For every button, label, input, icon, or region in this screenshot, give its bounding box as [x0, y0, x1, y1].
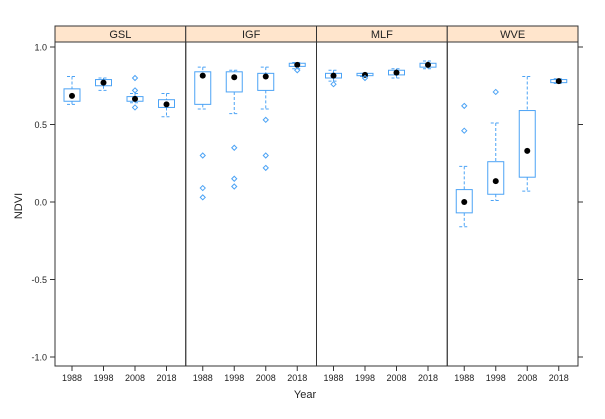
x-tick-label: 1988 — [454, 373, 474, 383]
panel-wve — [446, 41, 579, 367]
box — [63, 88, 81, 102]
outlier-point — [492, 88, 499, 96]
x-tick-label: 1988 — [62, 373, 82, 383]
outlier-point — [131, 104, 139, 111]
outlier-point — [131, 74, 139, 82]
median-dot — [100, 79, 107, 86]
x-tick-label: 1998 — [486, 373, 506, 383]
outlier-point — [294, 67, 301, 74]
x-tick-label: 1988 — [323, 373, 343, 383]
outlier-point — [361, 74, 369, 82]
x-tick-label: 2018 — [156, 373, 176, 383]
outlier-point — [231, 144, 238, 151]
outlier-point — [199, 194, 206, 201]
median-dot — [330, 72, 337, 79]
strip-label: WVE — [500, 29, 525, 41]
median-dot — [262, 73, 269, 80]
median-dot — [492, 178, 499, 185]
x-tick-label: 1988 — [193, 373, 213, 383]
outlier-point — [262, 116, 269, 124]
box — [194, 71, 212, 105]
x-tick-label: 2018 — [287, 373, 307, 383]
outlier-point — [461, 102, 468, 110]
y-tick-label: -0.5 — [31, 275, 47, 285]
x-tick-label: 2008 — [256, 373, 276, 383]
median-dot — [393, 69, 400, 76]
x-tick-label: 2018 — [549, 373, 569, 383]
x-tick-label: 1998 — [355, 373, 375, 383]
box — [158, 99, 175, 108]
outlier-point — [231, 175, 238, 182]
y-tick-label: 1.0 — [34, 43, 47, 53]
box — [518, 110, 536, 178]
x-tick-label: 1998 — [224, 373, 244, 383]
strip-label: GSL — [109, 29, 131, 41]
y-tick-label: 0.5 — [34, 120, 47, 130]
panel-mlf — [316, 41, 448, 367]
outlier-point — [330, 80, 337, 88]
median-dot — [199, 72, 206, 79]
x-tick-label: 2008 — [517, 373, 537, 383]
panel-gsl — [54, 41, 187, 367]
median-dot — [461, 199, 468, 205]
median-dot — [132, 95, 138, 102]
strip-label: IGF — [242, 29, 261, 41]
median-dot — [163, 101, 170, 108]
box — [455, 189, 473, 214]
strip-label: MLF — [371, 29, 393, 41]
box — [257, 72, 275, 91]
box — [95, 79, 112, 87]
outlier-point — [262, 164, 269, 172]
outlier-point — [262, 152, 269, 159]
median-dot — [69, 92, 75, 99]
median-dot — [294, 61, 301, 68]
median-dot — [555, 78, 562, 85]
x-tick-label: 1998 — [93, 373, 113, 383]
outlier-point — [461, 127, 468, 134]
y-tick-label: 0.0 — [34, 198, 47, 208]
outlier-point — [199, 184, 206, 192]
median-dot — [231, 74, 238, 81]
outlier-point — [231, 183, 238, 190]
y-tick-label: -1.0 — [31, 353, 47, 363]
median-dot — [524, 147, 531, 154]
outlier-point — [199, 152, 206, 159]
x-tick-label: 2008 — [125, 373, 145, 383]
x-axis-label: Year — [294, 389, 317, 401]
x-tick-label: 2008 — [386, 373, 406, 383]
y-axis-label: NDVI — [13, 193, 25, 219]
box — [487, 161, 505, 195]
box — [225, 71, 243, 93]
x-tick-label: 2018 — [418, 373, 438, 383]
panel-igf — [185, 41, 317, 367]
median-dot — [425, 61, 431, 68]
outlier-point — [131, 87, 139, 94]
